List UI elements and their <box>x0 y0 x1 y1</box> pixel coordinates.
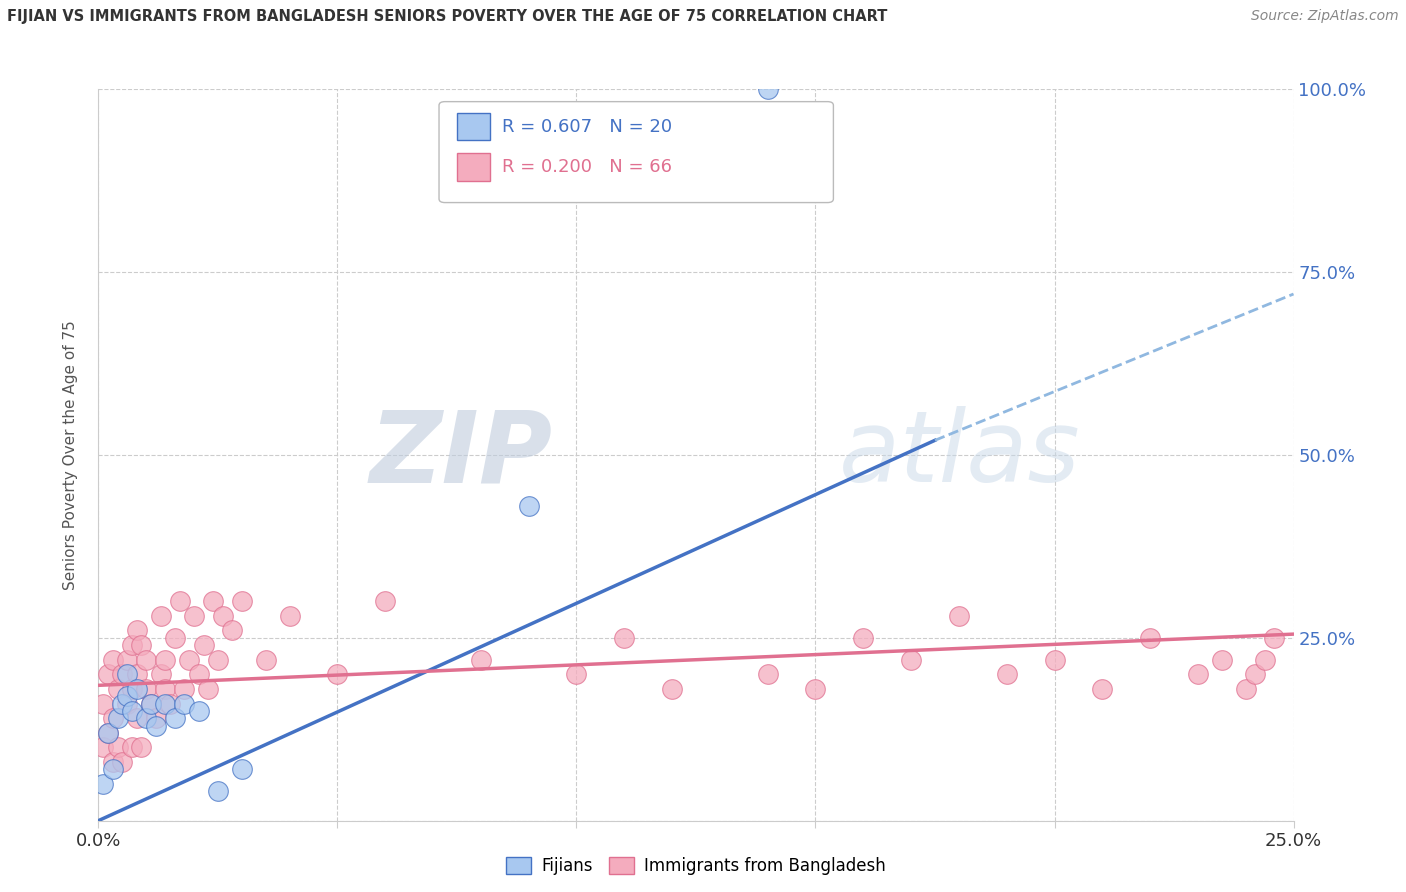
Point <box>121 740 143 755</box>
Point <box>173 697 195 711</box>
Point <box>1234 681 1257 696</box>
Point <box>756 82 779 96</box>
Point <box>115 697 138 711</box>
Text: atlas: atlas <box>839 407 1081 503</box>
Point <box>173 681 195 696</box>
Point <box>231 763 253 777</box>
Point <box>149 667 172 681</box>
Bar <box>457 112 491 140</box>
Point <box>155 681 177 696</box>
Point <box>231 594 253 608</box>
Point <box>131 638 153 652</box>
Point <box>159 697 181 711</box>
Point <box>187 704 209 718</box>
Point <box>101 763 124 777</box>
Point <box>1043 653 1066 667</box>
Point <box>135 711 157 725</box>
Point <box>169 594 191 608</box>
Text: Source: ZipAtlas.com: Source: ZipAtlas.com <box>1251 9 1399 23</box>
Point <box>111 755 134 769</box>
Point <box>101 755 124 769</box>
Point <box>125 667 148 681</box>
Point <box>179 653 201 667</box>
Point <box>111 667 134 681</box>
Point <box>1244 667 1267 681</box>
Bar <box>457 153 491 180</box>
Point <box>111 697 134 711</box>
Point <box>193 638 215 652</box>
Point <box>135 653 157 667</box>
Text: ZIP: ZIP <box>370 407 553 503</box>
Point <box>91 697 114 711</box>
Point <box>121 638 143 652</box>
Text: R = 0.607   N = 20: R = 0.607 N = 20 <box>502 118 672 136</box>
Point <box>1139 631 1161 645</box>
Y-axis label: Seniors Poverty Over the Age of 75: Seniors Poverty Over the Age of 75 <box>63 320 77 590</box>
Point <box>121 704 143 718</box>
Point <box>97 726 120 740</box>
Point <box>1091 681 1114 696</box>
Point <box>197 681 219 696</box>
Point <box>145 711 167 725</box>
Text: R = 0.200   N = 66: R = 0.200 N = 66 <box>502 158 672 176</box>
Point <box>163 711 186 725</box>
Point <box>101 653 124 667</box>
Point <box>97 726 120 740</box>
Point <box>1263 631 1285 645</box>
Point <box>115 690 138 704</box>
Point <box>135 681 157 696</box>
Point <box>155 653 177 667</box>
Point <box>163 631 186 645</box>
Point <box>101 711 124 725</box>
Point <box>107 681 129 696</box>
Point <box>207 784 229 798</box>
Point <box>125 624 148 638</box>
Point <box>115 667 138 681</box>
Point <box>97 667 120 681</box>
Point <box>139 697 162 711</box>
Point <box>278 608 301 623</box>
Point <box>202 594 225 608</box>
Point <box>139 697 162 711</box>
Point <box>661 681 683 696</box>
Point <box>145 718 167 732</box>
Point <box>121 681 143 696</box>
Point <box>948 608 970 623</box>
Point <box>131 740 153 755</box>
Point <box>149 608 172 623</box>
Point <box>155 697 177 711</box>
Point <box>107 711 129 725</box>
Point <box>125 681 148 696</box>
Point <box>1187 667 1209 681</box>
Point <box>900 653 922 667</box>
Point <box>517 499 540 513</box>
Point <box>1254 653 1277 667</box>
Point <box>613 631 636 645</box>
Point <box>91 777 114 791</box>
Text: FIJIAN VS IMMIGRANTS FROM BANGLADESH SENIORS POVERTY OVER THE AGE OF 75 CORRELAT: FIJIAN VS IMMIGRANTS FROM BANGLADESH SEN… <box>7 9 887 24</box>
Point <box>852 631 875 645</box>
Point <box>1211 653 1233 667</box>
Point <box>91 740 114 755</box>
Point <box>470 653 492 667</box>
Point <box>115 653 138 667</box>
Point <box>756 667 779 681</box>
Point <box>125 711 148 725</box>
Point <box>804 681 827 696</box>
Point <box>211 608 233 623</box>
Point <box>374 594 396 608</box>
Legend: Fijians, Immigrants from Bangladesh: Fijians, Immigrants from Bangladesh <box>499 850 893 882</box>
Point <box>107 740 129 755</box>
Point <box>187 667 209 681</box>
Point <box>565 667 588 681</box>
FancyBboxPatch shape <box>439 102 834 202</box>
Point <box>254 653 277 667</box>
Point <box>183 608 205 623</box>
Point <box>207 653 229 667</box>
Point <box>326 667 349 681</box>
Point <box>995 667 1018 681</box>
Point <box>221 624 243 638</box>
